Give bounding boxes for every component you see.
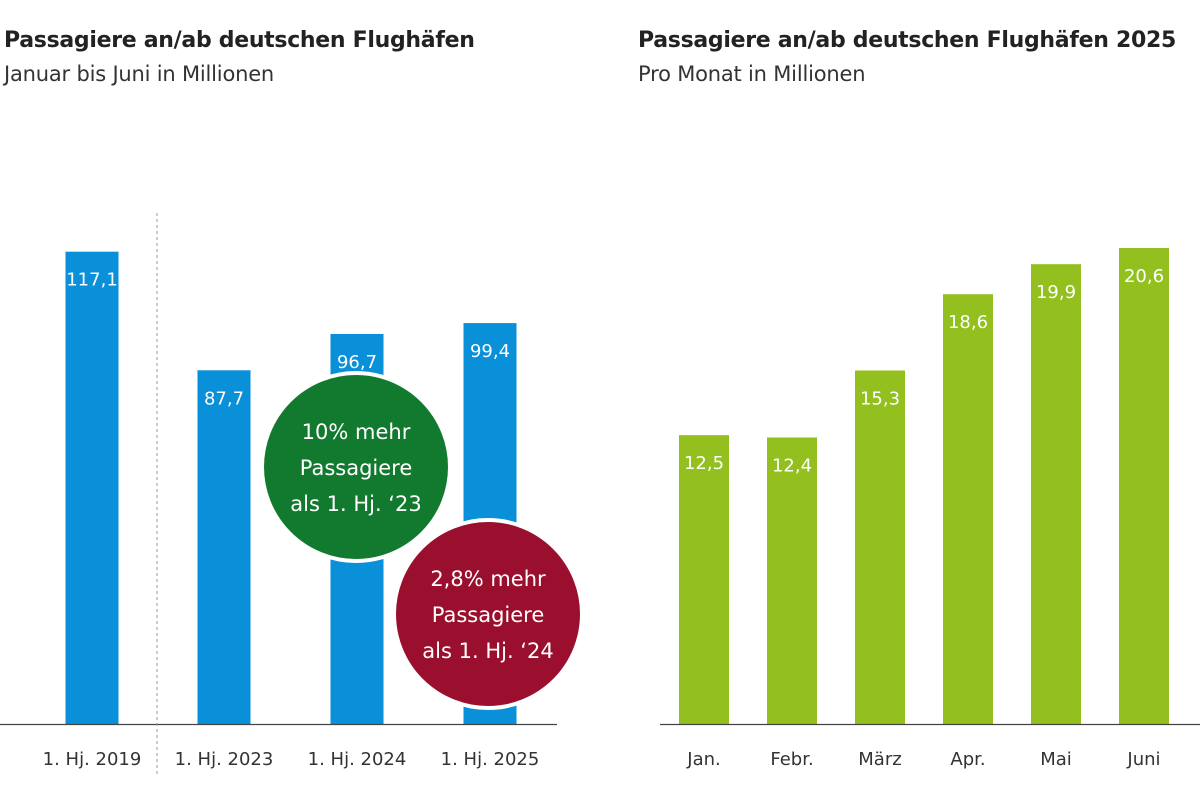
chart0-x-tick-3: 1. Hj. 2025 (441, 749, 540, 770)
right-chart-title: Passagiere an/ab deutschen Flughäfen 202… (638, 28, 1176, 53)
chart1-value-label-2: 15,3 (860, 388, 900, 409)
chart1-value-label-3: 18,6 (948, 312, 988, 333)
chart1-bar-2 (855, 370, 905, 724)
left-chart-subtitle: Januar bis Juni in Millionen (4, 62, 275, 86)
chart0-value-label-1: 87,7 (204, 388, 244, 409)
chart1-x-tick-1: Febr. (770, 749, 813, 770)
annotation-bubble-0 (260, 371, 452, 563)
chart1-bar-5 (1119, 248, 1169, 724)
chart1-value-label-0: 12,5 (684, 453, 724, 474)
chart0-value-label-3: 99,4 (470, 341, 510, 362)
chart0-bar-1 (197, 370, 251, 724)
chart1-x-tick-4: Mai (1040, 749, 1072, 770)
annotation-bubble-0-line-1: Passagiere (300, 456, 413, 480)
right-chart-subtitle: Pro Monat in Millionen (638, 62, 866, 86)
chart1-value-label-4: 19,9 (1036, 282, 1076, 303)
chart1-x-tick-5: Juni (1126, 749, 1160, 770)
chart1-bar-1 (767, 437, 817, 724)
chart0-x-tick-2: 1. Hj. 2024 (308, 749, 407, 770)
chart1-x-tick-0: Jan. (686, 749, 720, 770)
chart1-bar-4 (1031, 264, 1081, 724)
chart0-x-tick-1: 1. Hj. 2023 (175, 749, 274, 770)
chart1-value-label-1: 12,4 (772, 455, 812, 476)
chart1-value-label-5: 20,6 (1124, 266, 1164, 287)
annotation-bubble-0-line-0: 10% mehr (302, 420, 411, 444)
chart0-bar-0 (65, 251, 119, 725)
left-chart-title: Passagiere an/ab deutschen Flughäfen (4, 28, 475, 53)
annotation-bubble-1-line-2: als 1. Hj. ‘24 (422, 639, 553, 663)
annotation-bubble-1 (392, 518, 584, 710)
annotation-bubble-0-line-2: als 1. Hj. ‘23 (290, 492, 421, 516)
chart1-x-tick-2: März (858, 749, 901, 770)
chart1-bar-3 (943, 294, 993, 724)
chart1-x-tick-3: Apr. (950, 749, 985, 770)
annotation-bubble-1-line-0: 2,8% mehr (430, 567, 546, 591)
chart0-value-label-2: 96,7 (337, 352, 377, 373)
chart1-bar-0 (679, 435, 729, 724)
chart0-value-label-0: 117,1 (66, 270, 118, 291)
annotation-bubble-1-line-1: Passagiere (432, 603, 545, 627)
chart0-x-tick-0: 1. Hj. 2019 (43, 749, 142, 770)
